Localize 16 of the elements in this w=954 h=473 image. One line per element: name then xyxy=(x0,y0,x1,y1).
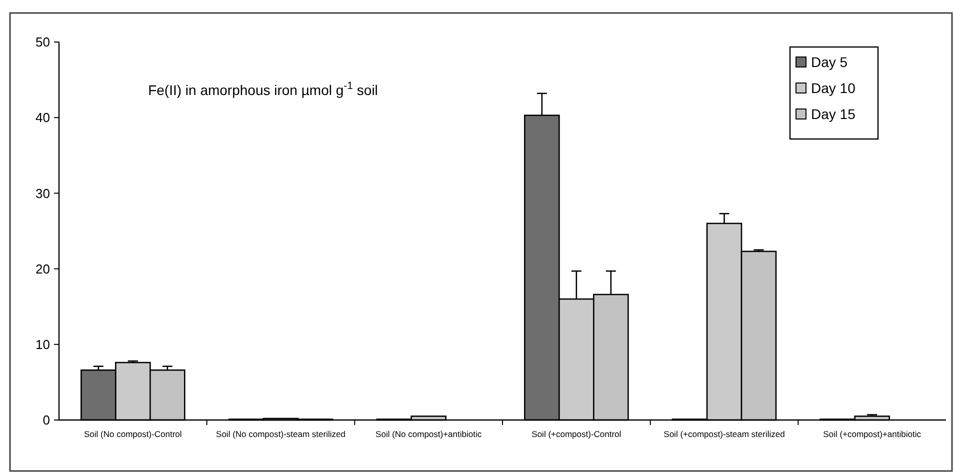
y-tick-label: 10 xyxy=(36,336,50,352)
x-tick-label: Soil (No compost)-Control xyxy=(84,429,182,439)
y-tick-label: 40 xyxy=(36,110,50,126)
legend-label: Day 15 xyxy=(811,106,856,122)
x-tick-label: Soil (+compost)+antibiotic xyxy=(823,429,922,439)
text: Fe(II) in amorphous iron µmol g$^{-1}$ soil xyxy=(148,80,378,98)
x-tick-label: Soil (+compost)-steam sterilized xyxy=(664,429,786,439)
x-tick-label: Soil (+compost)-Control xyxy=(532,429,622,439)
y-tick-label: 0 xyxy=(42,412,50,428)
y-tick-label: 30 xyxy=(36,186,50,201)
legend-label: Day 5 xyxy=(811,54,848,70)
y-tick-label: 50 xyxy=(36,34,50,50)
legend-label: Day 10 xyxy=(811,80,856,96)
x-tick-label: Soil (No compost)-steam sterilized xyxy=(216,429,346,439)
y-tick-label: 20 xyxy=(36,261,50,276)
x-tick-label: Soil (No compost)+antibiotic xyxy=(376,429,482,439)
